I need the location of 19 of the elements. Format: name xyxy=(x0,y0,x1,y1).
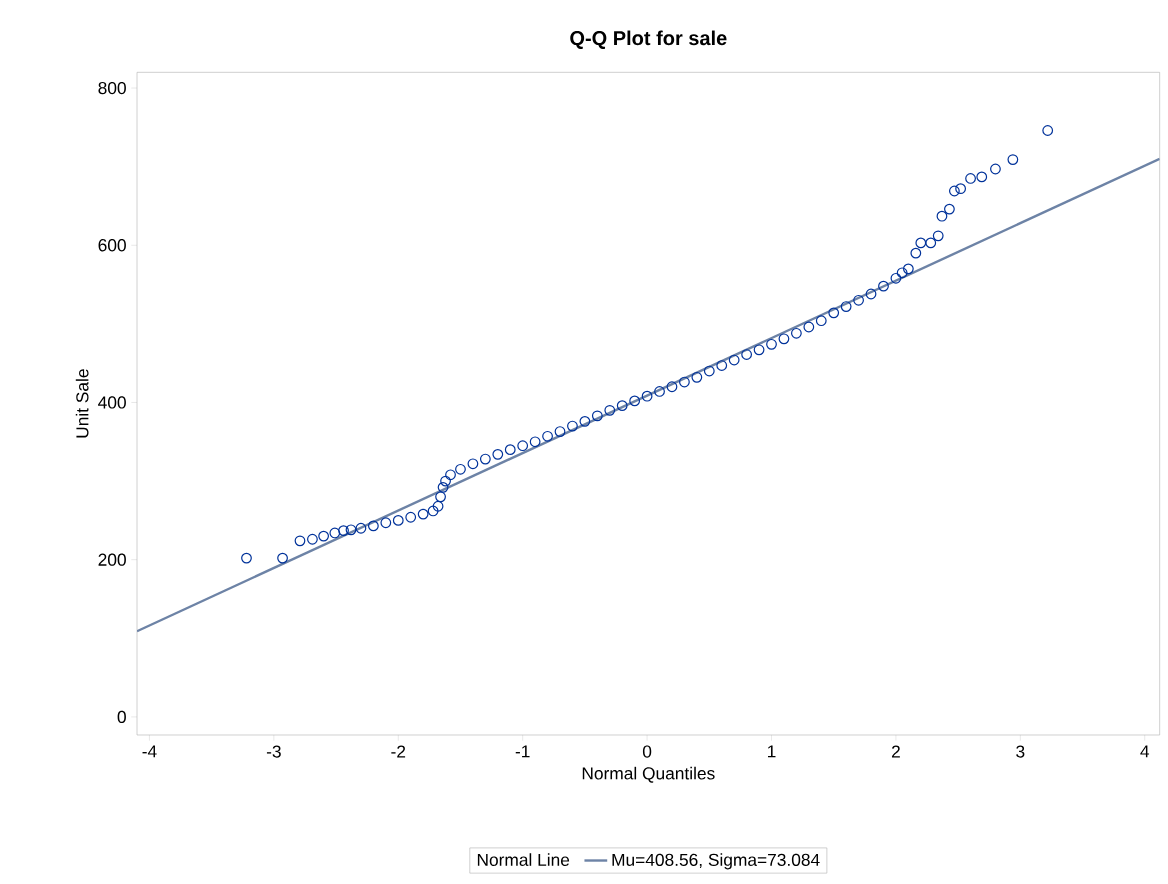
x-axis-title: Normal Quantiles xyxy=(582,766,715,783)
y-axis-title: Unit Sale xyxy=(75,369,89,438)
x-tick-label: 1 xyxy=(768,745,776,758)
y-tick-label: 800 xyxy=(98,81,126,95)
y-tick-label: 600 xyxy=(98,239,126,252)
x-tick-label: 4 xyxy=(1140,745,1150,758)
x-tick-label: -4 xyxy=(142,745,157,758)
chart-title: Q-Q Plot for sale xyxy=(570,30,727,49)
x-tick-label: -2 xyxy=(391,745,406,758)
x-tick-label: 0 xyxy=(642,745,652,758)
x-tick-label: 3 xyxy=(1016,745,1025,758)
x-tick-label: -1 xyxy=(515,745,530,758)
y-tick-label: 0 xyxy=(117,710,126,724)
legend-label: Mu=408.56, Sigma=73.084 xyxy=(612,853,820,870)
x-tick-label: 2 xyxy=(891,745,900,758)
legend-title: Normal Line xyxy=(477,853,570,866)
x-tick-label: -3 xyxy=(266,745,281,758)
y-tick-label: 400 xyxy=(98,396,126,409)
y-tick-label: 200 xyxy=(98,553,126,566)
